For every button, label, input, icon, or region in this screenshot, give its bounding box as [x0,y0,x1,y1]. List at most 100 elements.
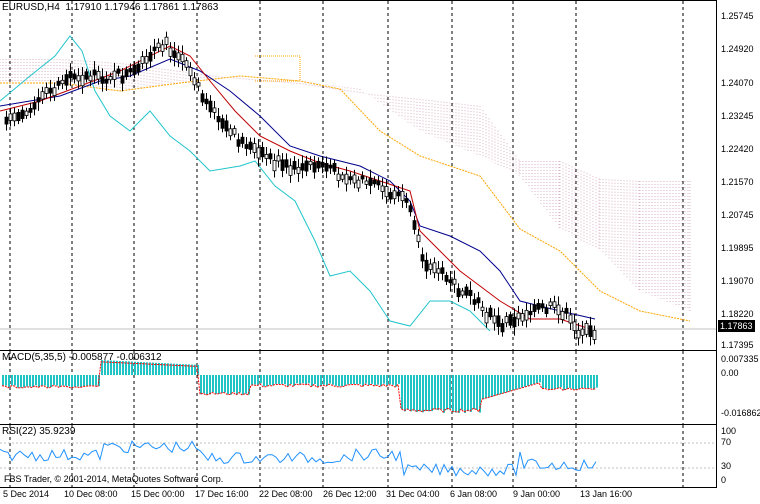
macd-bar [452,375,454,413]
macd-bar [56,375,58,386]
macd-bar [359,375,361,385]
macd-bar [320,375,322,386]
macd-bar [584,375,586,388]
candle-body [268,153,273,160]
candle-body [512,316,517,328]
rsi-pane[interactable]: RSI(22) 35.9239 [0,424,717,488]
macd-bar [44,375,46,386]
macd-bar [173,363,175,375]
macd-pane[interactable]: MACD(5,35,5) -0.005877 -0.006312 [0,350,717,425]
candle-body [348,176,353,181]
macd-bar [464,375,466,413]
chart-title: EURUSD,H4 1.17910 1.17946 1.17861 1.1786… [2,2,218,13]
macd-bar [209,375,211,395]
candle-body [60,79,65,85]
candle-body [160,44,165,52]
macd-bar [365,375,367,384]
candle-body [272,160,277,172]
candle-body [372,179,377,185]
macd-bar [569,375,571,388]
macd-bar [146,362,148,375]
senkou-span-line [0,75,691,322]
macd-bar [41,375,43,386]
candle-body [216,115,221,123]
candle-body [584,323,589,335]
candle-body [340,174,345,180]
macd-bar [311,375,313,387]
macd-bar [224,375,226,393]
candle-body [236,139,241,147]
macd-bar [407,375,409,410]
candle-body [308,160,313,166]
macd-bar [260,375,262,384]
macd-bar [92,375,94,386]
candle-body [468,289,473,297]
candle-body [36,97,41,103]
candle-body [476,297,481,304]
price-chart-pane[interactable]: EURUSD,H4 1.17910 1.17946 1.17861 1.1786… [0,0,717,351]
copyright-text: FBS Trader, © 2001-2014, MetaQuotes Soft… [4,474,224,484]
macd-bar [506,375,508,393]
macd-bar [50,375,52,388]
candle-body [48,87,53,94]
macd-bar [83,375,85,387]
candle-body [128,68,133,73]
current-price-tag: 1.17863 [718,320,755,332]
macd-bar [119,360,121,375]
candle-body [580,328,585,336]
macd-bar [461,375,463,410]
macd-bar [197,364,199,375]
rsi-label: 30 [721,461,732,471]
candle-body [448,279,453,284]
candle-body [360,175,365,180]
candle-body [492,315,497,324]
candle-body [312,162,317,173]
macd-bar [101,360,103,375]
macd-bar [131,361,133,375]
candle-body [364,180,369,185]
symbol-timeframe: EURUSD,H4 [2,2,60,13]
macd-bar [239,375,241,393]
macd-bar [170,363,172,375]
candle-body [564,307,569,314]
macd-bar [80,375,82,388]
macd-bar [335,375,337,386]
macd-bar [548,375,550,390]
candle-body [80,74,85,87]
candle-body [288,165,293,176]
macd-bar [68,375,70,387]
macd-bar [404,375,406,412]
candle-body [380,185,385,192]
macd-bar [476,375,478,410]
candle-body [460,290,465,296]
macd-bar [167,363,169,375]
macd-bar [20,375,22,388]
price-label: 1.18220 [721,309,754,319]
candle-body [4,116,9,125]
macd-bar [458,375,460,413]
candle-body [92,69,97,76]
macd-bar [95,375,97,386]
time-label: 13 Jan 16:00 [580,489,633,499]
candle-body [76,75,81,82]
macd-bar [263,375,265,387]
candle-body [32,102,37,110]
macd-bar [128,361,130,375]
candle-body [28,108,33,113]
macd-bar [194,364,196,375]
candle-body [172,50,177,58]
candle-body [8,113,13,121]
candle-body [568,314,573,324]
candle-body [292,160,297,170]
candle-body [532,304,537,312]
price-label: 1.24920 [721,44,754,54]
candle-body [400,191,405,202]
candle-body [344,173,349,185]
macd-bar [269,375,271,385]
macd-bar [347,375,349,385]
candle-body [396,191,401,197]
macd-bar [428,375,430,412]
rsi-title: RSI(22) 35.9239 [2,426,76,437]
macd-bar [443,375,445,413]
candle-body [316,160,321,169]
